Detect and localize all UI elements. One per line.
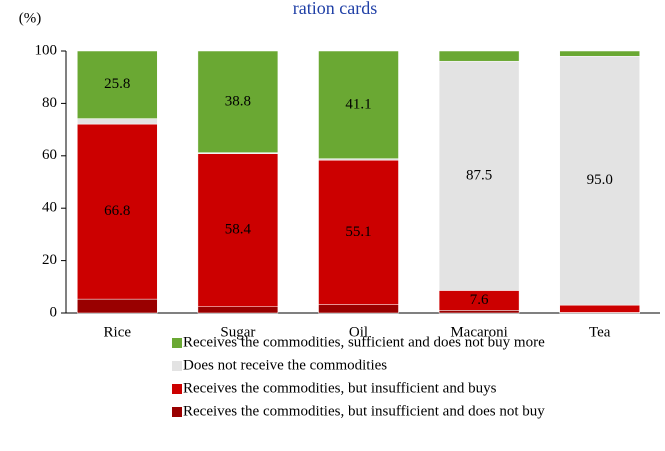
- y-tick-label: 100: [35, 42, 58, 58]
- data-label: 55.1: [345, 224, 371, 240]
- chart-title: ration cards: [293, 0, 377, 18]
- data-label: 87.5: [466, 167, 492, 183]
- bar-segment: [559, 304, 640, 313]
- bar-segment: [438, 60, 520, 291]
- data-label: 58.4: [225, 222, 252, 238]
- bar-segment: [77, 50, 158, 119]
- x-tick-label: Oil: [349, 324, 368, 340]
- bar-segment: [318, 160, 399, 305]
- legend-swatch: [172, 384, 182, 394]
- x-tick-label: Macaroni: [450, 324, 507, 340]
- legend-swatch: [172, 361, 182, 371]
- data-label: 38.8: [225, 93, 251, 109]
- bar-segment: [77, 118, 158, 125]
- y-tick-label: 20: [42, 252, 57, 268]
- y-unit: (%): [19, 10, 42, 26]
- bar-segment: [318, 50, 399, 159]
- bar-segment: [77, 298, 158, 314]
- y-tick-label: 0: [50, 304, 58, 320]
- data-label: 25.8: [104, 76, 130, 92]
- data-label: 41.1: [345, 96, 371, 112]
- legend-label: Does not receive the commodities: [183, 357, 387, 373]
- x-tick-label: Tea: [589, 324, 611, 340]
- bar-segment: [197, 50, 279, 153]
- bar-segment: [559, 55, 640, 306]
- legend-label: Receives the commodities, but insufficie…: [183, 380, 497, 396]
- bar-segment: [438, 50, 520, 62]
- legend-label: Receives the commodities, sufficient and…: [183, 334, 545, 350]
- bar-segment: [197, 153, 279, 307]
- y-tick-label: 80: [42, 95, 57, 111]
- data-label: 66.8: [104, 203, 130, 219]
- bar-segment: [559, 50, 640, 57]
- y-tick-label: 40: [42, 200, 57, 216]
- x-tick-label: Rice: [104, 324, 132, 340]
- legend-swatch: [172, 407, 182, 417]
- bar-segment: [197, 306, 279, 314]
- y-tick-label: 60: [42, 147, 57, 163]
- bar-segment: [318, 304, 399, 314]
- data-label: 95.0: [587, 172, 613, 188]
- legend-label: Receives the commodities, but insufficie…: [183, 403, 545, 419]
- bar-segment: [438, 310, 520, 314]
- legend-swatch: [172, 338, 182, 348]
- data-label: 7.6: [470, 292, 489, 308]
- bar-segment: [77, 123, 158, 300]
- x-tick-label: Sugar: [220, 324, 255, 340]
